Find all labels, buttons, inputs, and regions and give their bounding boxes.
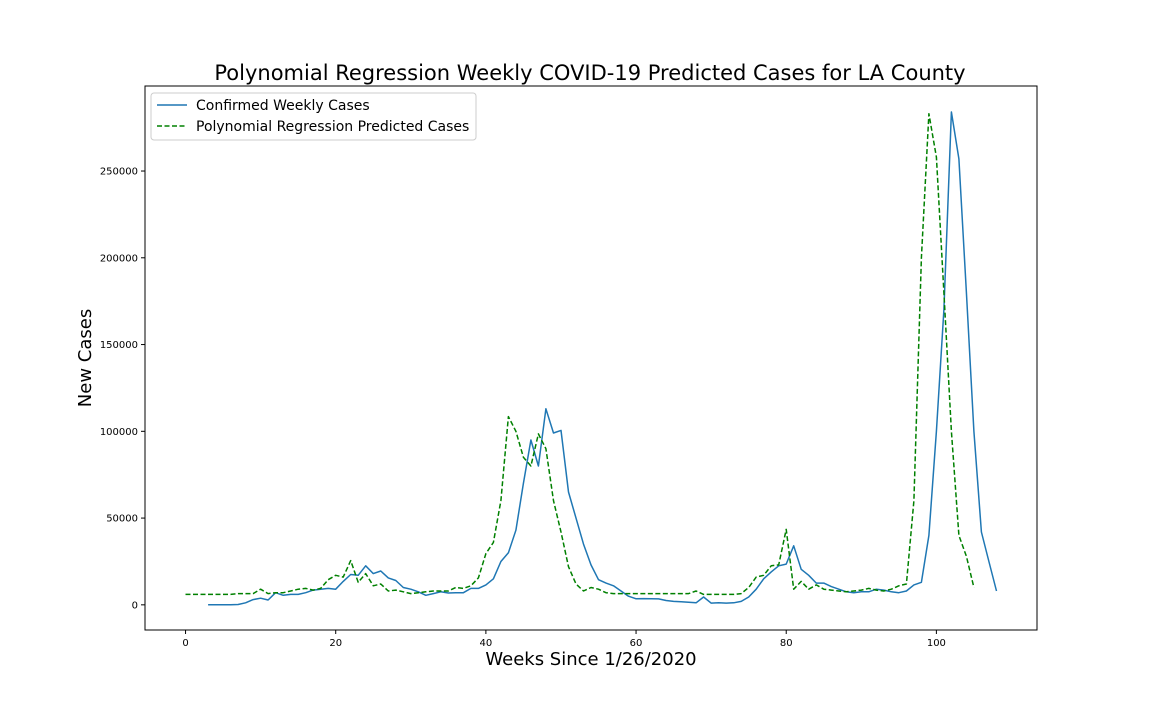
series-line-0 — [208, 111, 998, 606]
chart-title: Polynomial Regression Weekly COVID-19 Pr… — [214, 61, 965, 85]
y-tick-label: 100000 — [100, 427, 138, 438]
x-tick-label: 100 — [927, 638, 946, 649]
legend-label-confirmed: Confirmed Weekly Cases — [196, 98, 370, 114]
x-tick-label: 60 — [630, 638, 643, 649]
legend-box — [150, 92, 477, 141]
plot-area — [185, 111, 998, 606]
y-axis-label: New Cases — [75, 309, 96, 407]
x-axis-label: Weeks Since 1/26/2020 — [485, 649, 696, 670]
y-tick-label: 150000 — [100, 340, 138, 351]
series-line-1 — [185, 113, 975, 596]
x-tick-label: 40 — [480, 638, 493, 649]
x-tick-label: 0 — [182, 638, 188, 649]
x-axis: 0 20 40 60 80 100 — [182, 630, 946, 649]
y-tick-label: 50000 — [106, 514, 138, 525]
y-axis: 0 50000 100000 150000 200000 250000 — [100, 167, 145, 611]
legend: Confirmed Weekly Cases Polynomial Regres… — [150, 92, 477, 141]
x-tick-label: 80 — [780, 638, 793, 649]
x-tick-label: 20 — [329, 638, 342, 649]
y-tick-label: 200000 — [100, 253, 138, 264]
y-tick-label: 0 — [132, 600, 138, 611]
legend-label-predicted: Polynomial Regression Predicted Cases — [196, 119, 469, 135]
plot-frame — [144, 85, 1038, 631]
y-tick-label: 250000 — [100, 167, 138, 178]
